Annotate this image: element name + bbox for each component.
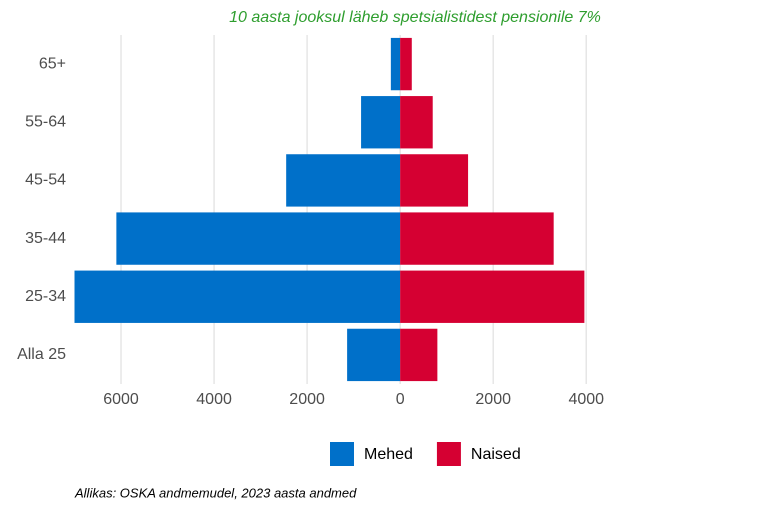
legend-swatch [436,442,461,466]
y-tick-label: 55-64 [25,113,66,130]
bar [400,212,554,265]
x-tick-label: 0 [396,391,405,408]
x-tick-label: 6000 [103,391,139,408]
x-tick-label: 4000 [196,391,232,408]
y-tick-label: 45-54 [25,172,66,189]
x-tick-label: 2000 [289,391,325,408]
legend-swatch [330,442,354,466]
bar [400,270,585,323]
y-tick-label: 25-34 [25,288,66,305]
caption: Allikas: OSKA andmemudel, 2023 aasta and… [74,485,357,500]
bar [361,96,401,149]
y-tick-label: Alla 25 [17,346,66,363]
bar [74,270,401,323]
bar [400,154,469,207]
bar [286,154,401,207]
bar [116,212,401,265]
x-tick-label: 4000 [568,391,604,408]
legend-label: Mehed [364,446,413,463]
legend-label: Naised [471,446,521,463]
y-tick-label: 35-44 [25,230,66,247]
bar [400,96,433,149]
bar [347,328,401,382]
y-tick-label: 65+ [39,55,66,72]
bar [400,37,412,91]
chart-title: 10 aasta jooksul läheb spetsialistidest … [229,9,601,26]
bar [390,37,401,91]
bar [400,328,438,382]
x-tick-label: 2000 [475,391,511,408]
